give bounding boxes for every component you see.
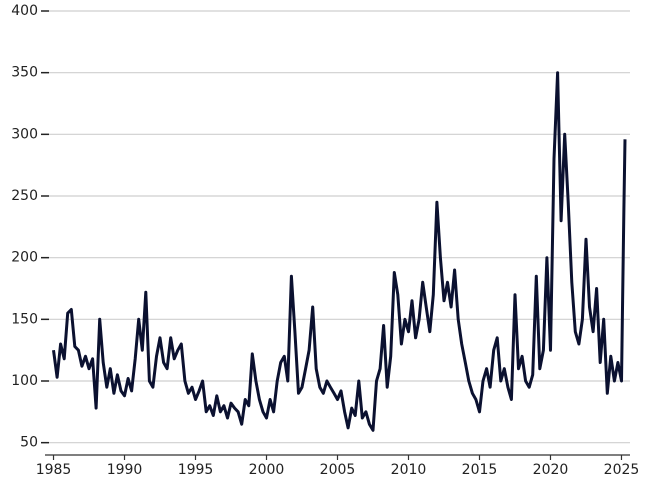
x-tick-label: 2025 [604, 462, 640, 478]
y-tick-label: 100 [11, 373, 38, 389]
x-tick-label: 2015 [462, 462, 498, 478]
x-tick-label: 1985 [36, 462, 72, 478]
y-tick-label: 200 [11, 250, 38, 266]
y-tick-label: 250 [11, 188, 38, 204]
line-series [52, 71, 627, 432]
x-tick-label: 2010 [391, 462, 427, 478]
y-tick-label: 150 [11, 311, 38, 327]
x-tick-label: 2020 [533, 462, 569, 478]
x-tick-label: 2000 [249, 462, 285, 478]
y-tick-label: 400 [11, 3, 38, 19]
x-tick-label: 1990 [107, 462, 143, 478]
y-tick-label: 350 [11, 65, 38, 81]
x-tick-label: 1995 [178, 462, 214, 478]
y-tick-label: 300 [11, 126, 38, 142]
y-tick-label: 50 [20, 435, 38, 451]
x-tick-label: 2005 [320, 462, 356, 478]
